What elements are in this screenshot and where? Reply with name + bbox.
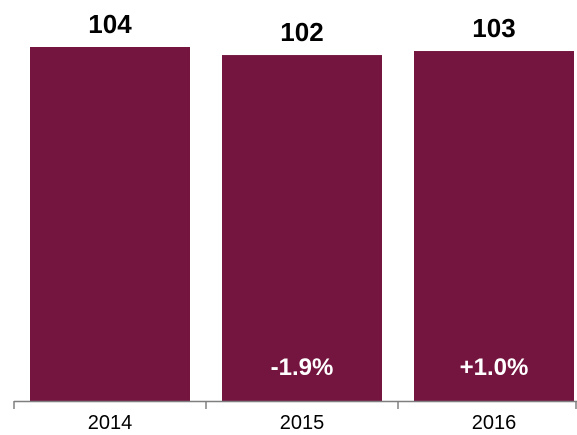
change-label-2016: +1.0%: [460, 354, 529, 381]
x-tick-labels-group: 2014 2015 2016: [88, 412, 517, 434]
bar-2016: [414, 51, 574, 401]
x-axis: [13, 400, 577, 409]
x-tick-label-2014: 2014: [88, 412, 133, 434]
value-label-2016: 103: [472, 13, 515, 43]
value-label-2014: 104: [88, 9, 132, 39]
value-label-2015: 102: [280, 17, 323, 47]
value-labels-group: 104 102 103: [88, 9, 515, 47]
bar-2015: [222, 55, 382, 401]
bar-2014: [30, 47, 190, 401]
x-tick-label-2016: 2016: [472, 412, 517, 434]
change-labels-group: -1.9% +1.0%: [271, 354, 529, 381]
x-tick-label-2015: 2015: [280, 412, 325, 434]
bars-group: [30, 47, 574, 401]
change-label-2015: -1.9%: [271, 354, 334, 381]
